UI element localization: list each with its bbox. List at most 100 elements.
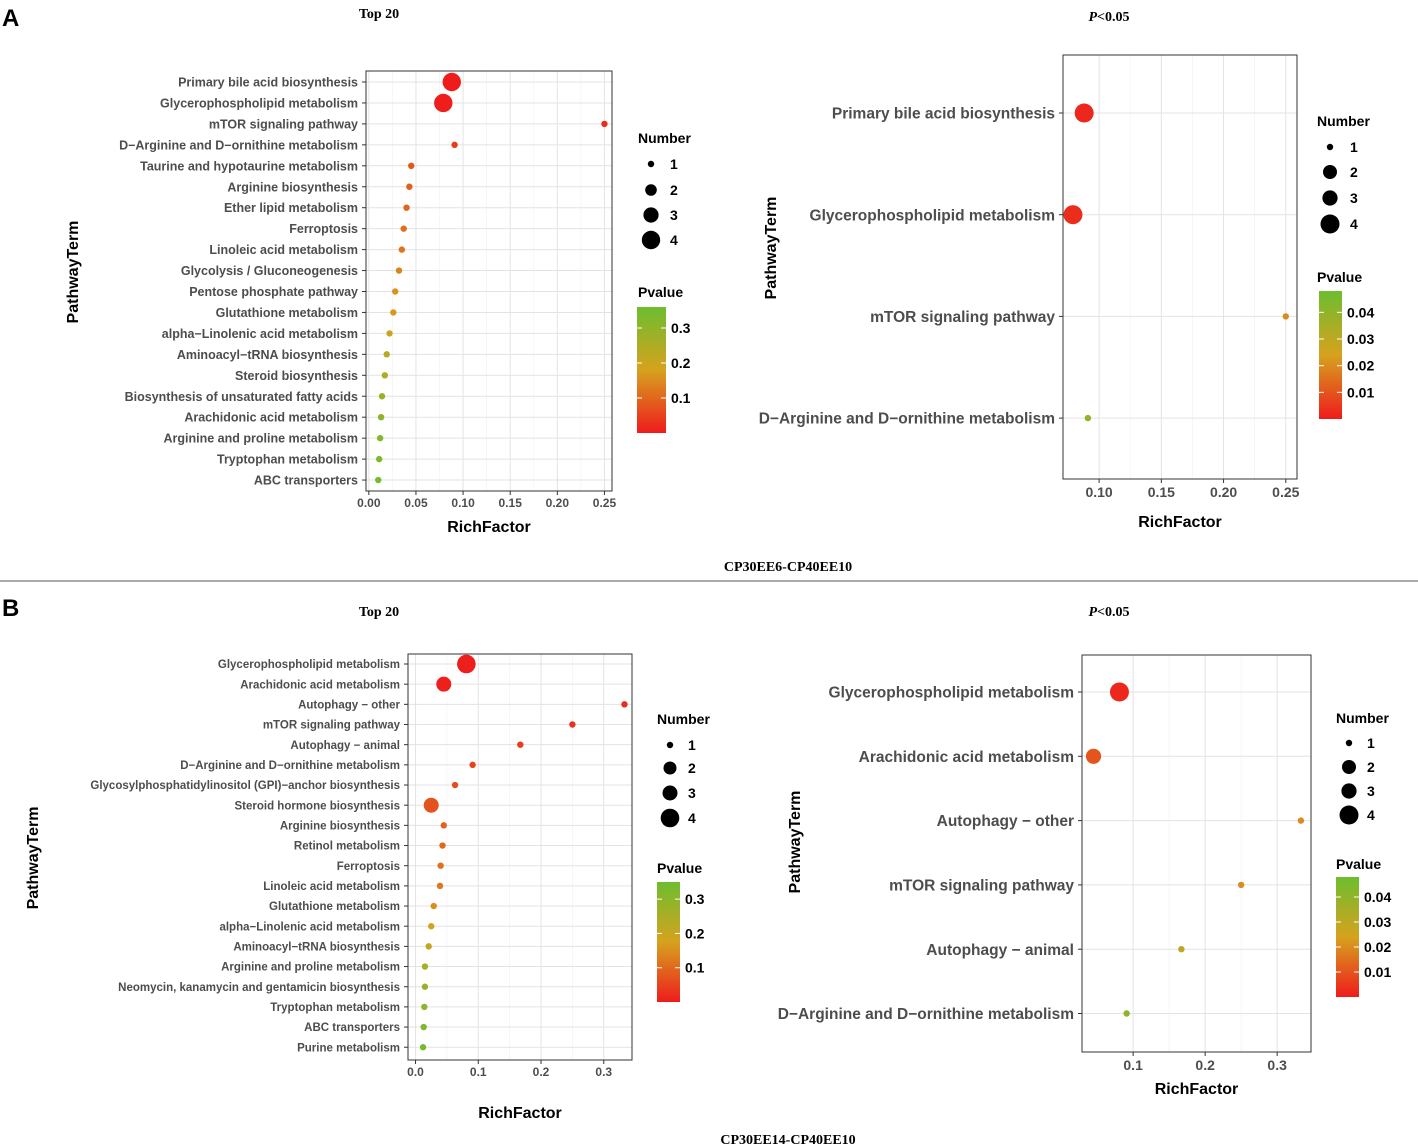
chart-1-category-label: Ferroptosis xyxy=(289,222,358,236)
chart-4: P<0.05 Glycerophospholipid metabolism Arac… xyxy=(778,605,1392,1098)
chart-4-xtick-label: 0.3 xyxy=(1267,1057,1287,1073)
chart-1-point xyxy=(378,393,386,400)
chart-1-color-tick-label: 0.3 xyxy=(671,320,691,336)
chart-2-color-tick-label: 0.02 xyxy=(1347,358,1374,374)
chart-3-size-legend-label: 1 xyxy=(688,737,696,753)
chart-2-color-tick-label: 0.03 xyxy=(1347,331,1374,347)
panel-b-caption: CP30EE14-CP40EE10 xyxy=(720,1133,855,1147)
chart-2-point xyxy=(1282,313,1289,320)
chart-1-point xyxy=(398,246,406,253)
chart-1-color-legend-title: Pvalue xyxy=(638,284,683,300)
chart-1-category-label: Ether lipid metabolism xyxy=(224,201,358,215)
chart-4-color-tick-label: 0.02 xyxy=(1364,939,1391,955)
chart-3-point xyxy=(421,963,429,970)
chart-2-size-legend-label: 3 xyxy=(1350,190,1358,206)
chart-3-category-label: Retinol metabolism xyxy=(294,841,400,853)
chart-1-point xyxy=(386,330,393,337)
chart-1-point xyxy=(434,93,453,113)
chart-1-category-label: Linoleic acid metabolism xyxy=(209,243,358,257)
chart-1-size-legend-title: Number xyxy=(638,130,691,146)
chart-1-category-label: Glycolysis / Gluconeogenesis xyxy=(181,264,358,278)
chart-3-xlabel: RichFactor xyxy=(478,1105,562,1122)
chart-3-plot-area xyxy=(408,654,632,1060)
chart-3-size-legend-label: 3 xyxy=(688,785,696,801)
chart-3-point xyxy=(621,701,628,708)
chart-3-category-label: Aminoacyl−tRNA biosynthesis xyxy=(233,942,400,954)
chart-4-size-legend-title: Number xyxy=(1336,710,1389,726)
chart-3-size-legend-dot xyxy=(663,761,677,775)
chart-1-category-label: Primary bile acid biosynthesis xyxy=(178,76,358,90)
chart-2-category-label: mTOR signaling pathway xyxy=(870,309,1055,326)
chart-3-point xyxy=(421,1003,428,1011)
chart-3-xtick-label: 0.0 xyxy=(407,1065,424,1079)
chart-3-category-label: alpha−Linolenic acid metabolism xyxy=(219,921,400,933)
chart-1-category-label: alpha−Linolenic acid metabolism xyxy=(162,327,358,341)
chart-3-point xyxy=(469,761,476,769)
chart-2-color-bar xyxy=(1319,291,1342,419)
chart-1-category-label: ABC transporters xyxy=(254,474,358,488)
chart-1-plot-border xyxy=(365,70,613,492)
chart-4-color-tick-label: 0.01 xyxy=(1364,964,1391,980)
chart-3-color-tick-label: 0.3 xyxy=(685,891,705,907)
chart-3-point xyxy=(436,882,444,890)
chart-1-category-label: Glycerophospholipid metabolism xyxy=(160,96,358,110)
chart-3-point xyxy=(421,983,429,990)
chart-3-xtick-label: 0.3 xyxy=(595,1065,612,1079)
chart-1-size-legend-dot xyxy=(645,184,657,196)
chart-1-point xyxy=(406,183,413,190)
chart-2-size-legend-label: 2 xyxy=(1350,164,1358,180)
chart-4-category-label: Autophagy − other xyxy=(937,813,1074,830)
chart-3-category-label: Glycosylphosphatidylinositol (GPI)−ancho… xyxy=(90,780,400,792)
chart-3-color-tick-label: 0.1 xyxy=(685,960,705,976)
chart-4-point xyxy=(1085,748,1102,764)
chart-1-point xyxy=(451,141,458,149)
chart-1-size-legend-label: 2 xyxy=(670,182,678,198)
chart-1-size-legend-label: 3 xyxy=(670,207,678,223)
chart-2-point xyxy=(1074,103,1094,123)
chart-1-point xyxy=(403,204,410,211)
chart-1-point xyxy=(395,267,403,274)
chart-3-size-legend-dot xyxy=(666,741,674,749)
chart-1-color-bar xyxy=(637,307,666,433)
panel-a-caption: CP30EE6-CP40EE10 xyxy=(724,560,852,575)
chart-2-size-legend-dot xyxy=(1326,143,1334,151)
chart-3-color-bar xyxy=(657,882,680,1002)
chart-1-xtick-label: 0.05 xyxy=(404,496,428,510)
chart-2-xtick-label: 0.15 xyxy=(1148,484,1175,500)
chart-4-size-legend-dot xyxy=(1342,760,1356,774)
chart-1-xtick-label: 0.25 xyxy=(593,496,617,510)
chart-1-category-label: Pentose phosphate pathway xyxy=(189,285,358,299)
chart-2-xlabel: RichFactor xyxy=(1138,514,1222,531)
chart-2-size-legend-label: 1 xyxy=(1350,139,1358,155)
chart-2-ylabel: PathwayTerm xyxy=(763,197,780,300)
chart-1-xtick-label: 0.10 xyxy=(451,496,475,510)
chart-1-size-legend-dot xyxy=(643,207,659,223)
chart-1-point xyxy=(408,162,415,169)
chart-1-point xyxy=(383,351,390,358)
chart-2-category-label: Primary bile acid biosynthesis xyxy=(832,106,1055,123)
chart-4-title: P<0.05 xyxy=(1088,605,1129,620)
chart-1-category-label: mTOR signaling pathway xyxy=(209,117,358,131)
chart-3-category-label: Neomycin, kanamycin and gentamicin biosy… xyxy=(118,982,400,994)
chart-1-category-label: D−Arginine and D−ornithine metabolism xyxy=(119,138,358,152)
chart-4-size-legend-dot xyxy=(1345,739,1353,747)
chart-2-size-legend-label: 4 xyxy=(1350,216,1358,232)
chart-1-xtick-label: 0.20 xyxy=(546,496,570,510)
chart-3-category-label: Arginine biosynthesis xyxy=(280,821,400,833)
chart-1-point xyxy=(392,288,399,295)
chart-4-point xyxy=(1109,682,1129,702)
chart-2-size-legend-dot xyxy=(1322,190,1338,206)
chart-1-size-legend-label: 4 xyxy=(670,232,678,248)
chart-1-category-label: Arachidonic acid metabolism xyxy=(184,411,358,425)
chart-2-point xyxy=(1063,205,1083,225)
chart-1-point xyxy=(400,225,407,232)
chart-1-ylabel: PathwayTerm xyxy=(65,221,82,324)
chart-4-size-legend-dot xyxy=(1339,805,1359,825)
chart-2-color-tick-label: 0.04 xyxy=(1347,304,1374,320)
chart-4-size-legend-label: 4 xyxy=(1367,807,1375,823)
chart-1-title: Top 20 xyxy=(359,7,399,22)
chart-4-plot-area xyxy=(1082,655,1311,1052)
chart-1-xtick-label: 0.15 xyxy=(499,496,523,510)
chart-1-category-label: Steroid biosynthesis xyxy=(235,369,358,383)
chart-3-size-legend-dot xyxy=(660,808,680,828)
